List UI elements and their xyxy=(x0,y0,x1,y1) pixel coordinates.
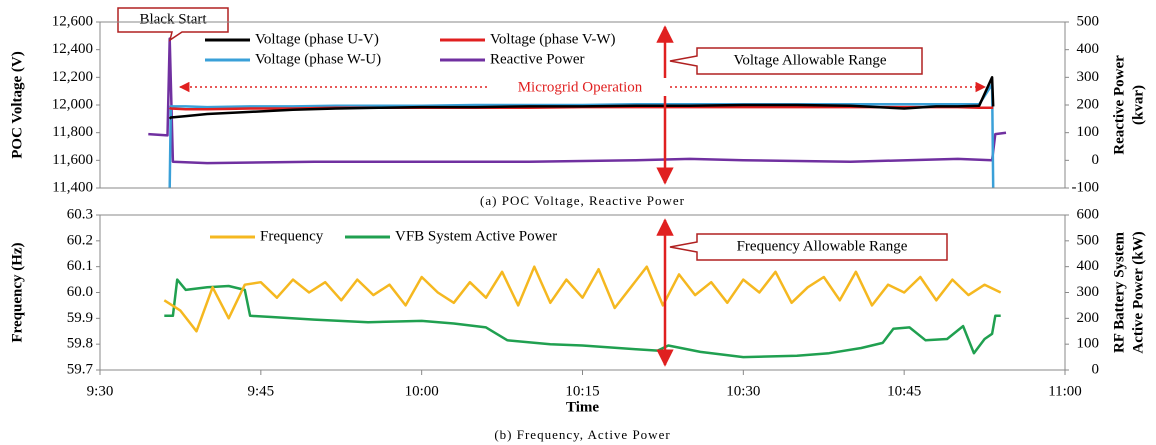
y2-tick-label: 500 xyxy=(1077,232,1100,248)
y-axis-label: POC Voltage (V) xyxy=(9,51,25,159)
y2-tick-label: 200 xyxy=(1077,96,1100,112)
y2-tick-label: 400 xyxy=(1077,41,1100,57)
y-tick-label: 59.8 xyxy=(67,336,93,352)
callout xyxy=(117,7,229,42)
y-axis-label: Frequency (Hz) xyxy=(9,242,25,342)
y-tick-label: 59.9 xyxy=(67,310,93,326)
y-tick-label: 60.2 xyxy=(67,232,93,248)
legend-label: Reactive Power xyxy=(490,51,585,67)
y2-tick-label: 600 xyxy=(1077,206,1100,222)
annotation: Microgrid Operation xyxy=(518,79,643,95)
y-tick-label: 12,000 xyxy=(52,96,93,112)
y2-tick-label: 300 xyxy=(1077,284,1100,300)
y-tick-label: 11,600 xyxy=(52,152,93,168)
y2-axis-label: (kvar) xyxy=(1130,85,1146,125)
caption: (a) POC Voltage, Reactive Power xyxy=(480,193,685,208)
x-tick-label: 9:45 xyxy=(247,383,274,399)
y2-tick-label: 300 xyxy=(1077,69,1100,85)
legend-label: VFB System Active Power xyxy=(395,228,557,244)
y-tick-label: 60.1 xyxy=(67,258,93,274)
series-line xyxy=(168,83,995,189)
y2-axis-label: Active Power (kW) xyxy=(1130,231,1146,353)
annotation: Frequency Allowable Range xyxy=(737,238,908,254)
series-line xyxy=(148,37,1007,165)
y-tick-label: 60.0 xyxy=(67,284,93,300)
annotation: Voltage Allowable Range xyxy=(733,52,886,68)
series-line xyxy=(168,76,995,120)
y2-axis-label: Reactive Power xyxy=(1111,55,1127,155)
legend-label: Voltage (phase W-U) xyxy=(255,51,381,67)
x-tick-label: 10:45 xyxy=(887,383,921,399)
x-tick-label: 11:00 xyxy=(1048,383,1082,399)
y2-tick-label: 0 xyxy=(1092,152,1100,168)
annotation: Black Start xyxy=(139,11,207,27)
caption: (b) Frequency, Active Power xyxy=(494,427,670,442)
y-tick-label: 12,400 xyxy=(52,41,93,57)
legend-label: Voltage (phase V-W) xyxy=(490,31,616,47)
y-tick-label: 11,800 xyxy=(52,124,93,140)
x-tick-label: 10:15 xyxy=(565,383,599,399)
y-tick-label: 59.7 xyxy=(67,361,94,377)
x-tick-label: 10:00 xyxy=(405,383,439,399)
y-tick-label: 60.3 xyxy=(67,206,93,222)
y-tick-label: 11,400 xyxy=(52,179,93,195)
x-tick-label: 10:30 xyxy=(726,383,760,399)
legend-label: Frequency xyxy=(260,228,324,244)
y-tick-label: 12,600 xyxy=(52,13,93,29)
series-line xyxy=(164,278,1001,359)
y2-tick-label: 400 xyxy=(1077,258,1100,274)
y2-tick-label: 0 xyxy=(1092,361,1100,377)
y2-tick-label: 100 xyxy=(1077,336,1100,352)
y2-tick-label: 500 xyxy=(1077,13,1100,29)
y2-axis-label: RF Battery System xyxy=(1111,231,1127,353)
legend-label: Voltage (phase U-V) xyxy=(255,31,379,47)
y2-tick-label: -100 xyxy=(1072,179,1100,195)
y2-tick-label: 100 xyxy=(1077,124,1100,140)
callout xyxy=(669,233,948,261)
y2-tick-label: 200 xyxy=(1077,310,1100,326)
label-bg xyxy=(490,78,670,96)
x-axis-label: Time xyxy=(566,399,599,415)
callout xyxy=(669,47,923,75)
x-tick-label: 9:30 xyxy=(87,383,114,399)
y-tick-label: 12,200 xyxy=(52,69,93,85)
series-line xyxy=(163,265,1002,333)
